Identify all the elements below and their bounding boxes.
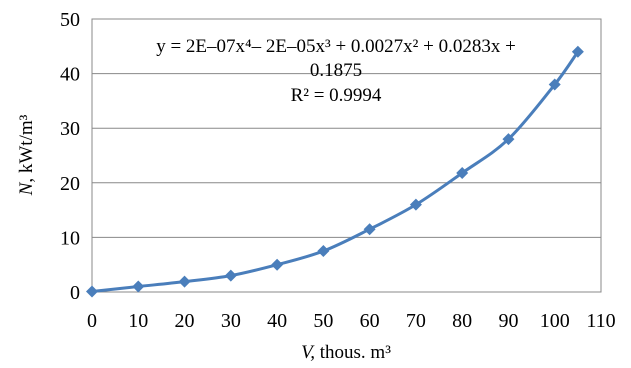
x-tick-label: 40 bbox=[267, 310, 287, 332]
y-tick-label: 30 bbox=[60, 118, 80, 140]
x-tick-label: 110 bbox=[586, 310, 615, 332]
y-tick-label: 40 bbox=[60, 64, 80, 86]
y-axis-title-rest: , kWt/m³ bbox=[16, 114, 37, 182]
x-tick-label: 90 bbox=[498, 310, 518, 332]
y-tick-label: 50 bbox=[60, 9, 80, 31]
y-tick-label: 0 bbox=[70, 282, 80, 304]
x-tick-label: 70 bbox=[406, 310, 426, 332]
x-axis-title: V, thous. m³ bbox=[301, 342, 391, 363]
x-tick-labels: 0 10 20 30 40 50 60 70 80 90 100 110 bbox=[87, 310, 616, 332]
x-tick-label: 30 bbox=[221, 310, 241, 332]
x-axis-title-rest: thous. m³ bbox=[315, 342, 391, 363]
y-tick-label: 20 bbox=[60, 173, 80, 195]
y-tick-label: 10 bbox=[60, 227, 80, 249]
x-tick-label: 10 bbox=[128, 310, 148, 332]
x-tick-label: 100 bbox=[540, 310, 570, 332]
y-axis-title: N, kWt/m³ bbox=[16, 114, 37, 196]
y-tick-labels: 0 10 20 30 40 50 bbox=[60, 9, 80, 304]
x-tick-label: 20 bbox=[175, 310, 195, 332]
x-tick-label: 50 bbox=[313, 310, 333, 332]
x-tick-label: 0 bbox=[87, 310, 97, 332]
r-squared-label: R² = 0.9994 bbox=[291, 85, 382, 106]
trendline-equation-line2: 0.1875 bbox=[310, 60, 362, 81]
x-tick-label: 60 bbox=[360, 310, 380, 332]
trendline-equation-line1: y = 2E–07x⁴– 2E–05x³ + 0.0027x² + 0.0283… bbox=[156, 36, 516, 57]
x-axis-title-italic: V, bbox=[301, 342, 315, 363]
x-tick-label: 80 bbox=[452, 310, 472, 332]
